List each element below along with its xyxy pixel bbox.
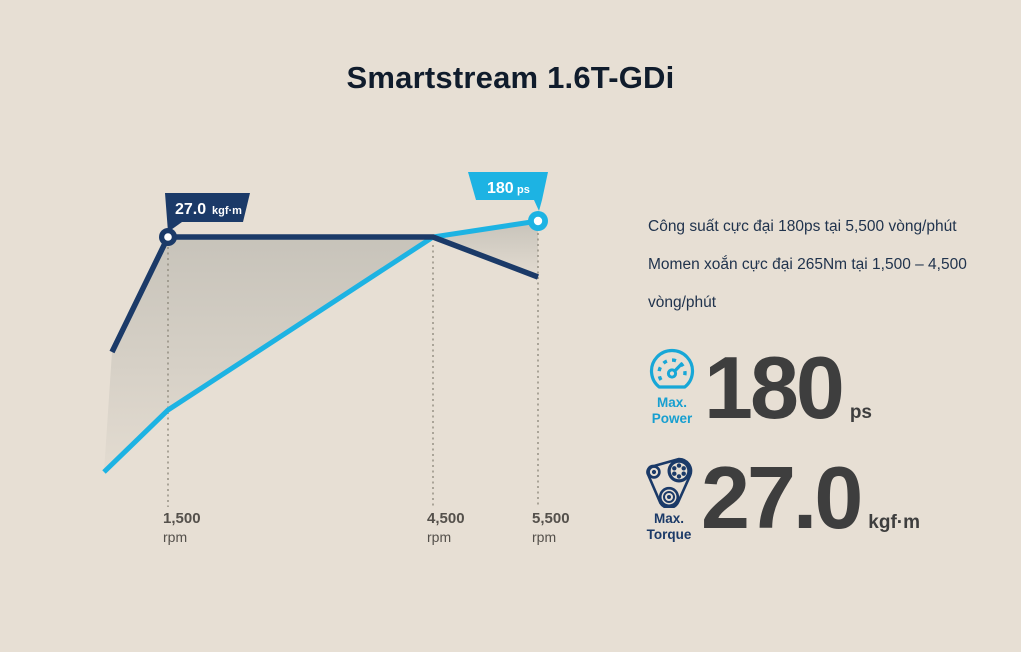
max-torque-value-block: 27.0 kgf·m: [701, 450, 920, 545]
performance-chart-svg: 27.0 kgf·m 180 ps: [102, 172, 548, 507]
x-tick-1500rpm: 1,500 rpm: [163, 510, 201, 546]
area-fill-left: [104, 237, 433, 472]
timing-belt-icon: [646, 457, 693, 508]
x-tick-4500rpm: 4,500 rpm: [427, 510, 465, 546]
power-badge-value: 180: [487, 180, 514, 197]
power-peak-marker: [528, 211, 548, 231]
tick-value: 1,500: [163, 510, 201, 527]
tick-unit: rpm: [427, 529, 452, 545]
tick-unit: rpm: [163, 529, 188, 545]
max-torque-label: Max. Torque: [647, 511, 692, 543]
max-power-label-line2: Power: [651, 411, 693, 426]
tick-value: 5,500: [532, 510, 570, 527]
performance-chart: 27.0 kgf·m 180 ps: [90, 155, 570, 555]
speedometer-icon: [649, 348, 695, 389]
max-torque-icon-block: Max. Torque: [637, 456, 701, 543]
max-power-label-line1: Max.: [656, 395, 687, 410]
torque-peak-marker: [159, 228, 177, 246]
spec-description-line2: Momen xoắn cực đại 265Nm tại 1,500 – 4,5…: [648, 256, 967, 311]
torque-badge-value: 27.0: [175, 201, 206, 218]
power-curve: [102, 218, 539, 474]
max-torque-value: 27.0: [701, 448, 863, 547]
power-badge-unit: ps: [517, 184, 530, 196]
torque-badge-unit: kgf·m: [212, 205, 242, 217]
torque-curve: [109, 234, 539, 354]
max-power-label: Max. Power: [652, 395, 693, 427]
x-tick-5500rpm: 5,500 rpm: [532, 510, 570, 546]
max-torque-unit: kgf·m: [868, 512, 921, 533]
spec-description-line1: Công suất cực đại 180ps tại 5,500 vòng/p…: [648, 218, 957, 235]
max-power-value-block: 180 ps: [704, 340, 872, 435]
max-torque-label-line2: Torque: [646, 527, 692, 542]
max-torque-label-line1: Max.: [653, 511, 684, 526]
max-power-value: 180: [704, 338, 845, 437]
torque-callout-badge: 27.0 kgf·m: [165, 193, 250, 232]
max-power-unit: ps: [849, 402, 873, 423]
power-callout-badge: 180 ps: [468, 172, 548, 211]
tick-unit: rpm: [532, 529, 557, 545]
tick-value: 4,500: [427, 510, 465, 527]
page-title: Smartstream 1.6T-GDi: [346, 60, 675, 95]
spec-description: Công suất cực đại 180ps tại 5,500 vòng/p…: [648, 208, 970, 322]
max-power-icon-block: Max. Power: [640, 346, 704, 427]
